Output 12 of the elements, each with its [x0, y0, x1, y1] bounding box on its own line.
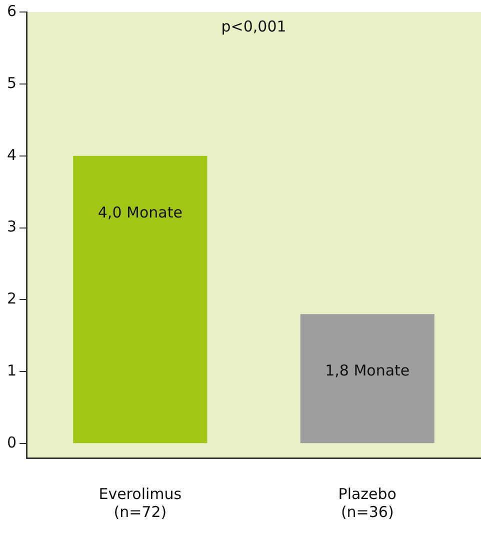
- annotation: p<0,001: [221, 17, 286, 36]
- x-tick-label: Plazebo (n=36): [338, 484, 396, 521]
- y-tick-label: 2: [6, 290, 17, 308]
- data-label: 4,0 Monate: [98, 203, 182, 222]
- y-tick-label: 6: [6, 2, 17, 20]
- y-tick-label: 1: [6, 362, 17, 380]
- y-tick-label: 3: [6, 218, 17, 236]
- y-tick-label: 0: [6, 434, 17, 452]
- y-tick-label: 5: [6, 74, 17, 92]
- y-tick-label: 4: [6, 146, 17, 164]
- x-tick-label: Everolimus (n=72): [98, 484, 182, 521]
- data-label: 1,8 Monate: [325, 362, 410, 380]
